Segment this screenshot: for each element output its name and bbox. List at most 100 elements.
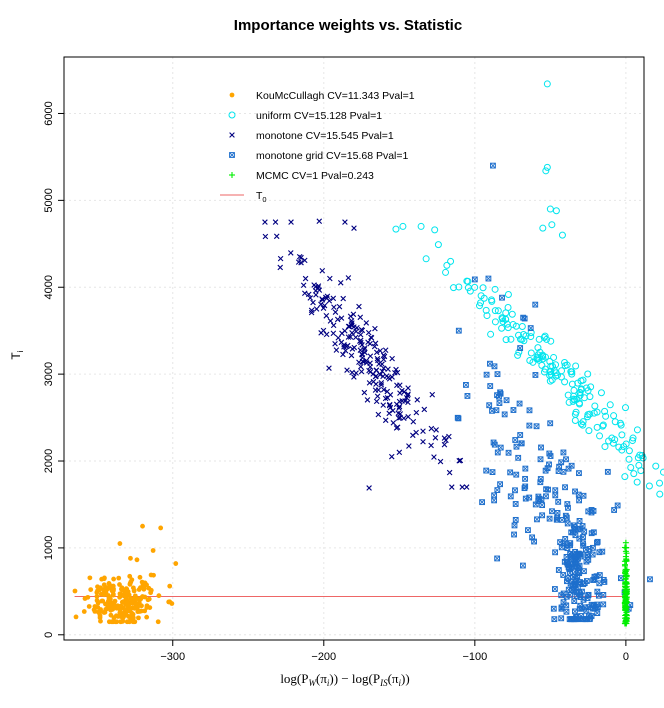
point [599, 421, 607, 429]
point [557, 373, 565, 381]
point [517, 432, 524, 438]
point [575, 399, 583, 407]
point [384, 395, 391, 401]
point [546, 205, 554, 213]
point [372, 325, 378, 332]
point [463, 484, 470, 490]
y-tick-label: 6000 [43, 101, 55, 125]
point [584, 370, 592, 378]
point [623, 614, 630, 621]
point [112, 598, 118, 604]
point [330, 330, 337, 337]
point [422, 255, 430, 263]
point [340, 295, 346, 302]
point [380, 386, 387, 393]
point [544, 465, 551, 472]
point [319, 296, 325, 302]
point [497, 481, 503, 488]
point [507, 493, 514, 500]
point [98, 609, 104, 614]
point [358, 363, 364, 370]
point [158, 525, 164, 531]
point [627, 463, 635, 471]
point [138, 596, 143, 602]
point [596, 432, 604, 440]
point [118, 614, 124, 619]
point [622, 440, 630, 448]
point [526, 422, 533, 429]
point [590, 508, 597, 514]
x-axis: −300 −200 −100 0 [160, 640, 629, 663]
point [335, 335, 342, 341]
point [347, 334, 354, 340]
point [352, 334, 359, 341]
point [527, 329, 535, 337]
svg-text:log(PW(πi)) − log(PIS(πi)): log(PW(πi)) − log(PIS(πi)) [280, 671, 409, 688]
point [622, 603, 629, 610]
point [371, 343, 378, 350]
point [513, 443, 520, 450]
point [386, 401, 393, 408]
point [148, 590, 154, 596]
point [529, 534, 536, 541]
point [394, 382, 400, 389]
point [145, 597, 151, 603]
point [633, 426, 641, 434]
point [141, 586, 147, 591]
point [576, 589, 583, 596]
point [82, 596, 88, 601]
point [563, 456, 569, 463]
point [596, 572, 603, 578]
point [326, 365, 332, 371]
point [136, 587, 142, 592]
point [357, 331, 364, 338]
point [575, 491, 582, 498]
point [103, 585, 109, 590]
point [273, 233, 280, 240]
point [491, 307, 499, 315]
point [392, 225, 400, 233]
point [336, 303, 343, 310]
point [464, 284, 472, 292]
point [490, 439, 497, 446]
x-axis-label-log1: log(P [280, 671, 308, 686]
point [491, 492, 498, 499]
point [431, 226, 439, 234]
point [527, 325, 534, 331]
point [362, 349, 368, 356]
x-tick-label: −300 [160, 651, 185, 663]
point [564, 391, 572, 399]
point [623, 588, 630, 595]
point [476, 302, 484, 310]
point [520, 562, 526, 569]
point [534, 344, 542, 352]
series-open-circle [392, 80, 664, 498]
point [501, 411, 508, 418]
point [455, 283, 463, 291]
point [538, 444, 544, 451]
point [447, 257, 455, 265]
point [378, 380, 385, 386]
svg-text:Ti: Ti [9, 350, 25, 359]
point [374, 355, 381, 362]
point [576, 605, 583, 612]
point [560, 449, 567, 456]
point [308, 309, 315, 316]
point [390, 420, 397, 426]
point [600, 592, 607, 598]
point [622, 539, 629, 546]
point [345, 323, 352, 330]
point [561, 378, 569, 386]
point [543, 163, 551, 171]
point [421, 406, 428, 413]
point [118, 603, 124, 609]
point [580, 492, 587, 499]
point [331, 304, 337, 310]
point [351, 225, 357, 231]
point [560, 572, 567, 578]
point [586, 393, 594, 401]
point [574, 573, 581, 580]
point [547, 453, 554, 459]
point [358, 368, 365, 375]
point [295, 259, 302, 265]
